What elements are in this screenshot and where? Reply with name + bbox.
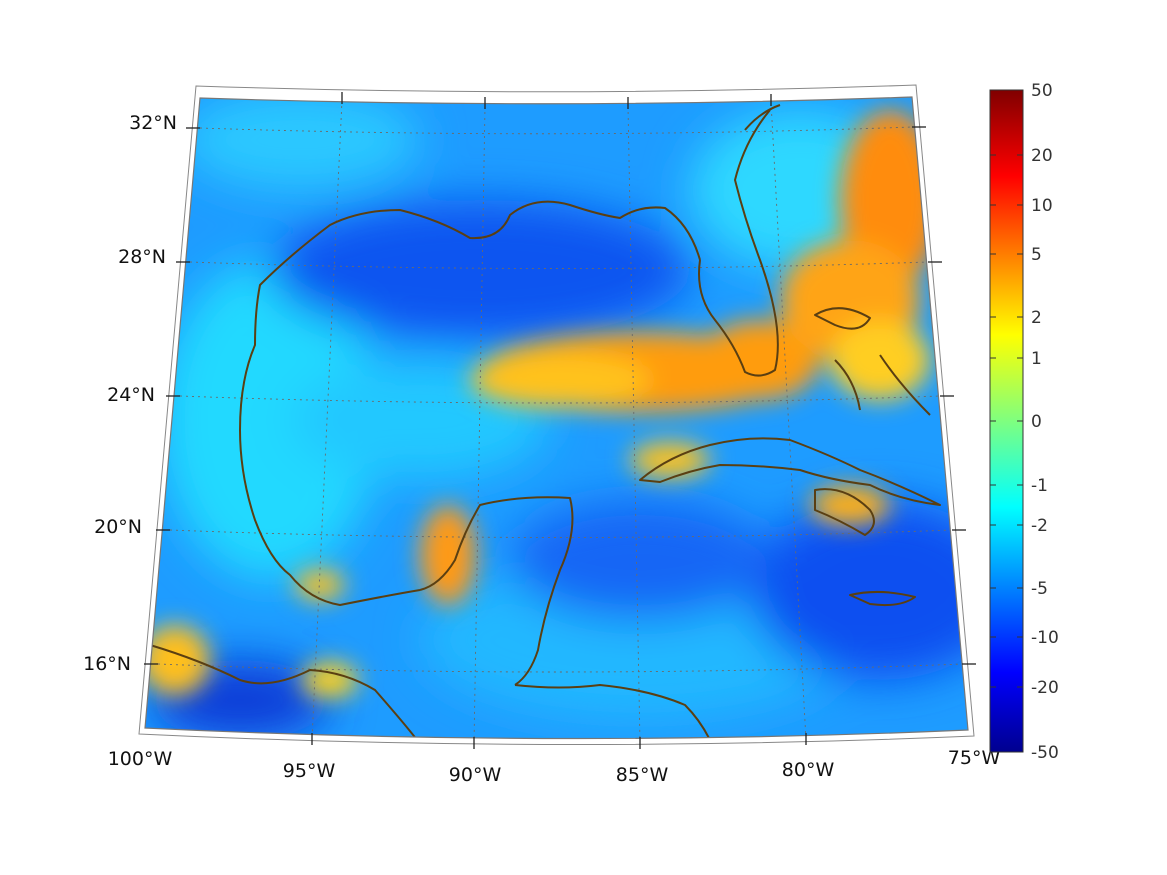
colorbar-label: 0 (1031, 412, 1042, 432)
colorbar-label: 1 (1031, 349, 1042, 369)
graticule (157, 99, 963, 739)
lat-label-28n: 28°N (118, 246, 166, 268)
lon-label-90w: 90°W (449, 764, 502, 786)
map-frame (144, 96, 969, 740)
lon-label-100w: 100°W (108, 748, 173, 770)
lon-label-85w: 85°W (616, 764, 669, 786)
colorbar-label: 10 (1031, 196, 1053, 216)
lat-label-16n: 16°N (83, 653, 131, 675)
lon-label-95w: 95°W (283, 760, 336, 782)
colorbar-label: 2 (1031, 308, 1042, 328)
colorbar-label: 20 (1031, 146, 1053, 166)
colorbar-label: -1 (1031, 476, 1048, 496)
colorbar-label: -5 (1031, 579, 1048, 599)
colorbar-label: 5 (1031, 245, 1042, 265)
coastlines (149, 104, 941, 739)
colorbar-ticks (990, 89, 1023, 753)
lon-labels: 100°W 95°W 90°W 85°W 80°W 75°W (108, 747, 1001, 786)
lat-labels: 32°N 28°N 24°N 20°N 16°N (83, 112, 177, 675)
lat-label-24n: 24°N (107, 384, 155, 406)
colorbar-label: -50 (1031, 743, 1059, 763)
data-field (145, 97, 968, 739)
colorbar-label: -2 (1031, 516, 1048, 536)
colorbar-label: 50 (1031, 81, 1053, 101)
colorbar-label: -10 (1031, 628, 1059, 648)
lon-label-80w: 80°W (782, 759, 835, 781)
colorbar-label: -20 (1031, 678, 1059, 698)
lat-label-32n: 32°N (129, 112, 177, 134)
map-frame-outer (138, 84, 975, 746)
frame-ticks (144, 92, 976, 749)
lon-label-75w: 75°W (948, 747, 1001, 769)
lat-label-20n: 20°N (94, 516, 142, 538)
